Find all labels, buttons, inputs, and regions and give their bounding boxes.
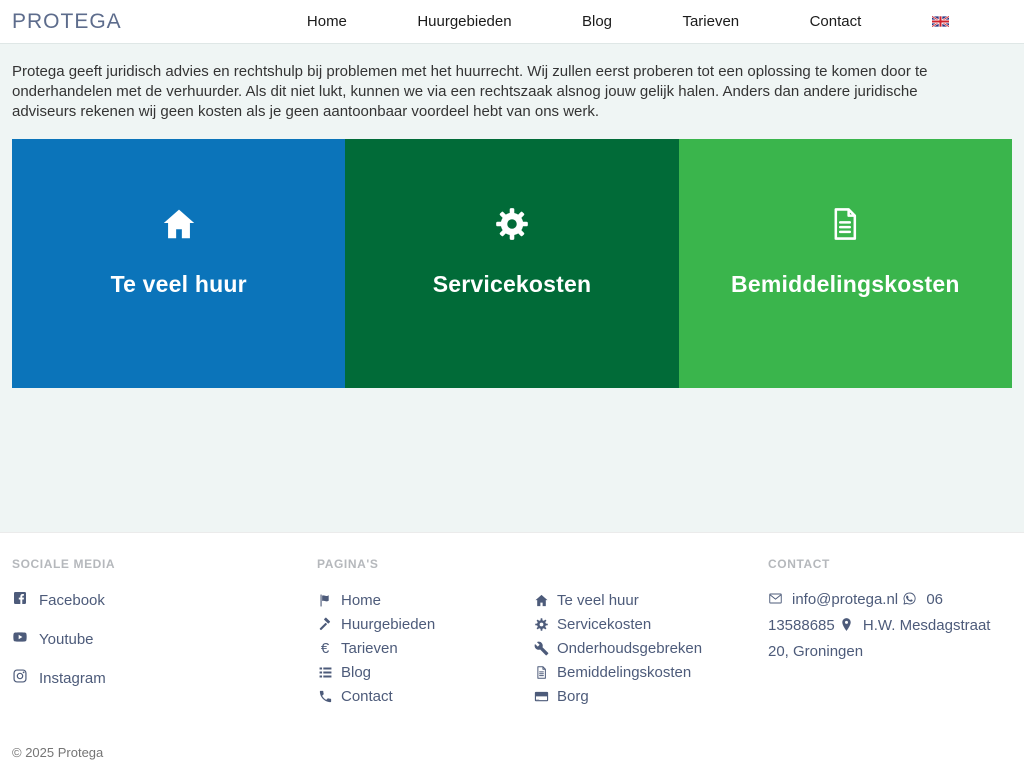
social-label: Youtube: [39, 630, 94, 648]
social-heading: SOCIALE MEDIA: [12, 557, 116, 571]
cog-icon: [493, 208, 531, 247]
footer-link-label: Blog: [341, 663, 372, 681]
contact-phone-link[interactable]: 06 13588685: [768, 591, 943, 634]
footer-link-home[interactable]: Home: [317, 588, 533, 612]
page-footer: SOCIALE MEDIA Facebook Youtube: [0, 532, 1024, 768]
pages-heading: PAGINA'S: [317, 557, 379, 571]
footer-link-huurgebieden[interactable]: Huurgebieden: [317, 612, 533, 636]
nav-item-blog[interactable]: Blog: [582, 13, 613, 30]
home-icon: [533, 593, 549, 608]
contact-email-link[interactable]: info@protega.nl: [768, 591, 902, 608]
category-tiles: Te veel huur Servicekosten: [12, 139, 1012, 388]
social-link-facebook[interactable]: Facebook: [12, 588, 317, 612]
contact-email-label: info@protega.nl: [792, 591, 899, 608]
nav-item-tarieven[interactable]: Tarieven: [682, 13, 740, 30]
social-label: Facebook: [39, 591, 105, 609]
file-text-icon: [826, 208, 864, 247]
euro-icon: €: [320, 639, 330, 657]
protega-logo[interactable]: PROTEGA: [12, 9, 122, 33]
pages-heading-spacer: [533, 557, 763, 572]
footer-contact-column: CONTACT info@protega.nl 06 13588685 H.W.…: [768, 557, 1008, 664]
footer-link-onderhoudsgebreken[interactable]: Onderhoudsgebreken: [533, 636, 763, 660]
youtube-icon: [12, 629, 39, 649]
footer-link-servicekosten[interactable]: Servicekosten: [533, 612, 763, 636]
tile-servicekosten[interactable]: Servicekosten: [345, 139, 679, 388]
social-link-youtube[interactable]: Youtube: [12, 627, 317, 651]
footer-link-label: Te veel huur: [557, 591, 639, 609]
tile-title: Servicekosten: [432, 271, 592, 297]
footer-link-label: Home: [341, 591, 382, 609]
footer-link-label: Bemiddelingskosten: [557, 663, 692, 681]
contact-heading: CONTACT: [768, 557, 830, 571]
footer-link-label: Servicekosten: [557, 615, 652, 633]
footer-link-label: Tarieven: [341, 639, 398, 657]
social-label: Instagram: [39, 669, 106, 687]
social-link-instagram[interactable]: Instagram: [12, 666, 317, 690]
footer-link-tarieven[interactable]: € Tarieven: [317, 636, 533, 660]
top-navigation-bar: PROTEGA Home Huurgebieden Blog Tarieven …: [0, 0, 1024, 44]
wrench-icon: [533, 641, 549, 656]
main-content: Protega geeft juridisch advies en rechts…: [0, 44, 1024, 532]
flag-icon: [317, 593, 333, 608]
footer-link-blog[interactable]: Blog: [317, 660, 533, 684]
footer-link-label: Huurgebieden: [341, 615, 436, 633]
file-text-icon: [533, 665, 549, 680]
footer-social-column: SOCIALE MEDIA Facebook Youtube: [12, 557, 317, 705]
contact-address-label: H.W. Mesdagstraat 20, Groningen: [768, 617, 991, 660]
tile-bemiddelingskosten[interactable]: Bemiddelingskosten: [678, 139, 1012, 388]
footer-link-te-veel-huur[interactable]: Te veel huur: [533, 588, 763, 612]
footer-link-label: Onderhoudsgebreken: [557, 639, 703, 657]
footer-link-borg[interactable]: Borg: [533, 684, 763, 708]
list-icon: [317, 665, 333, 680]
footer-link-bemiddelingskosten[interactable]: Bemiddelingskosten: [533, 660, 763, 684]
cog-icon: [533, 617, 549, 632]
credit-card-icon: [533, 689, 549, 704]
nav-item-contact[interactable]: Contact: [809, 13, 862, 30]
tile-title: Te veel huur: [110, 271, 247, 297]
map-marker-icon: [839, 616, 855, 640]
tile-te-veel-huur[interactable]: Te veel huur: [12, 139, 346, 388]
gavel-icon: [317, 617, 333, 632]
language-switch-english-button[interactable]: [931, 16, 949, 27]
contact-address-link[interactable]: H.W. Mesdagstraat 20, Groningen: [768, 617, 990, 660]
copyright-text: © 2025 Protega: [12, 745, 104, 760]
intro-paragraph: Protega geeft juridisch advies en rechts…: [12, 63, 928, 120]
footer-link-label: Contact: [341, 687, 393, 705]
footer-pages-column: PAGINA'S Home Huurgebieden: [317, 557, 763, 708]
facebook-icon: [12, 590, 39, 610]
nav-item-home[interactable]: Home: [306, 13, 347, 30]
uk-flag-icon: [931, 16, 949, 27]
phone-icon: [317, 689, 333, 704]
envelope-icon: [768, 590, 784, 614]
whatsapp-icon: [902, 590, 918, 614]
nav-item-huurgebieden[interactable]: Huurgebieden: [417, 13, 512, 30]
main-nav: Home Huurgebieden Blog Tarieven Contact: [272, 13, 984, 30]
home-icon: [160, 209, 198, 247]
footer-link-contact[interactable]: Contact: [317, 684, 533, 708]
footer-link-label: Borg: [557, 687, 589, 705]
tile-title: Bemiddelingskosten: [731, 271, 960, 297]
instagram-icon: [12, 668, 39, 688]
contact-phone-label: 06 13588685: [768, 591, 943, 634]
